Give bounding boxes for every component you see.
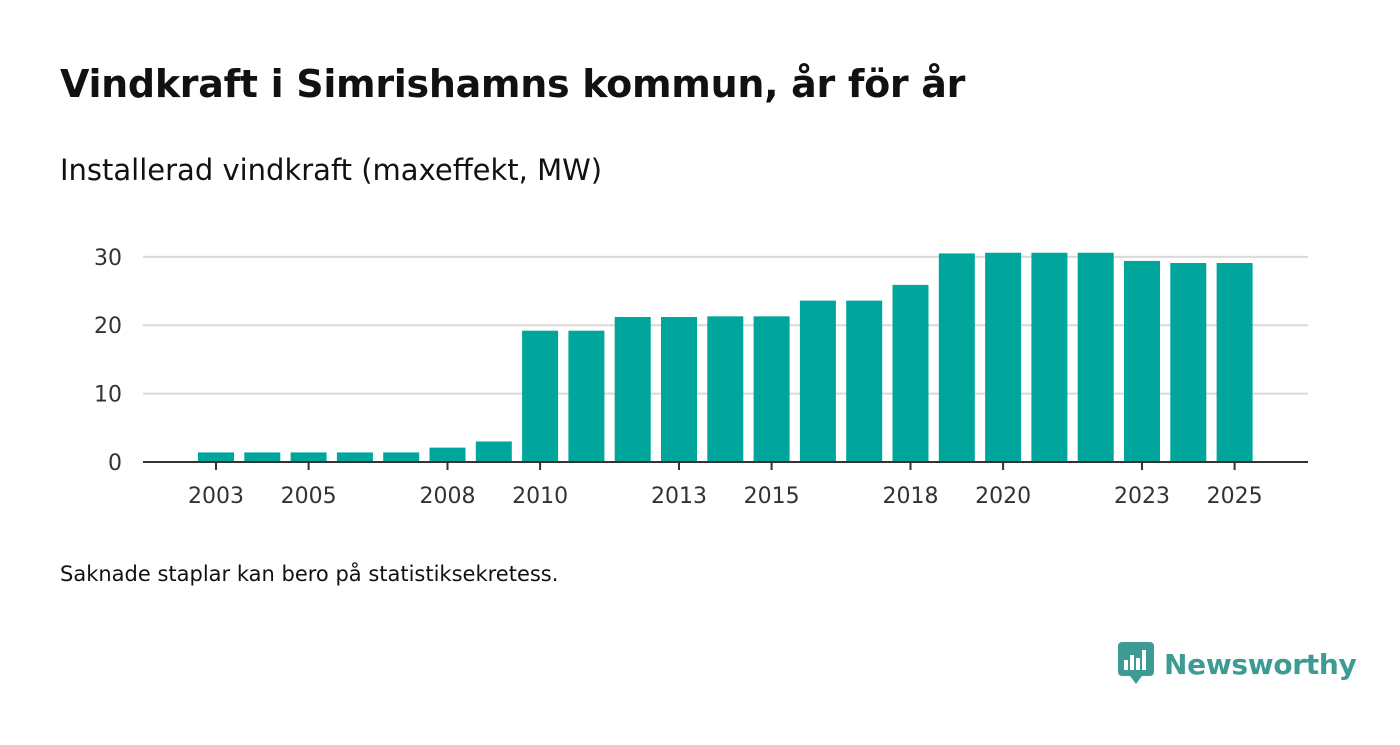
x-tick-label: 2015 [744,484,800,509]
bar-2011 [568,330,605,462]
bar-2019 [938,253,975,462]
x-tick-label: 2025 [1207,484,1263,509]
bar-2007 [383,452,420,462]
bar-2017 [846,300,883,462]
bar-2022 [1077,252,1114,462]
y-tick-label: 0 [108,451,122,476]
bar-2003 [198,452,234,462]
bar-2005 [290,452,327,462]
x-tick-label: 2023 [1114,484,1170,509]
y-tick-label: 20 [94,314,122,339]
x-tick-label: 2003 [188,484,244,509]
chart-title: Vindkraft i Simrishamns kommun, år för å… [60,62,966,106]
x-tick-label: 2020 [975,484,1031,509]
bar-2013 [661,317,697,462]
bar-2025 [1216,262,1253,462]
y-tick-label: 30 [94,246,122,271]
chart-subtitle: Installerad vindkraft (maxeffekt, MW) [60,153,603,187]
bar-2004 [244,452,281,462]
bar-2012 [614,317,651,462]
x-tick-label: 2005 [281,484,337,509]
bar-2016 [799,300,836,462]
bar-2010 [522,330,559,462]
bar-2009 [475,441,512,462]
x-tick-label: 2010 [512,484,568,509]
bar-2020 [985,252,1022,462]
x-tick-label: 2008 [420,484,476,509]
bar-2008 [429,447,466,462]
brand-name: Newsworthy [1164,647,1357,681]
bar-2015 [753,316,790,462]
newsworthy-logo-icon [1118,642,1154,684]
bar-2014 [707,316,744,462]
bar-2021 [1031,252,1068,462]
bar-2024 [1170,262,1207,462]
bar-2006 [336,452,373,462]
brand-logo: Newsworthy [1118,642,1357,686]
bar-2018 [892,284,929,462]
y-tick-label: 10 [94,383,122,408]
footnote: Saknade staplar kan bero på statistiksek… [60,562,559,586]
x-tick-label: 2018 [883,484,939,509]
bar-2023 [1124,260,1160,462]
x-tick-label: 2013 [651,484,707,509]
